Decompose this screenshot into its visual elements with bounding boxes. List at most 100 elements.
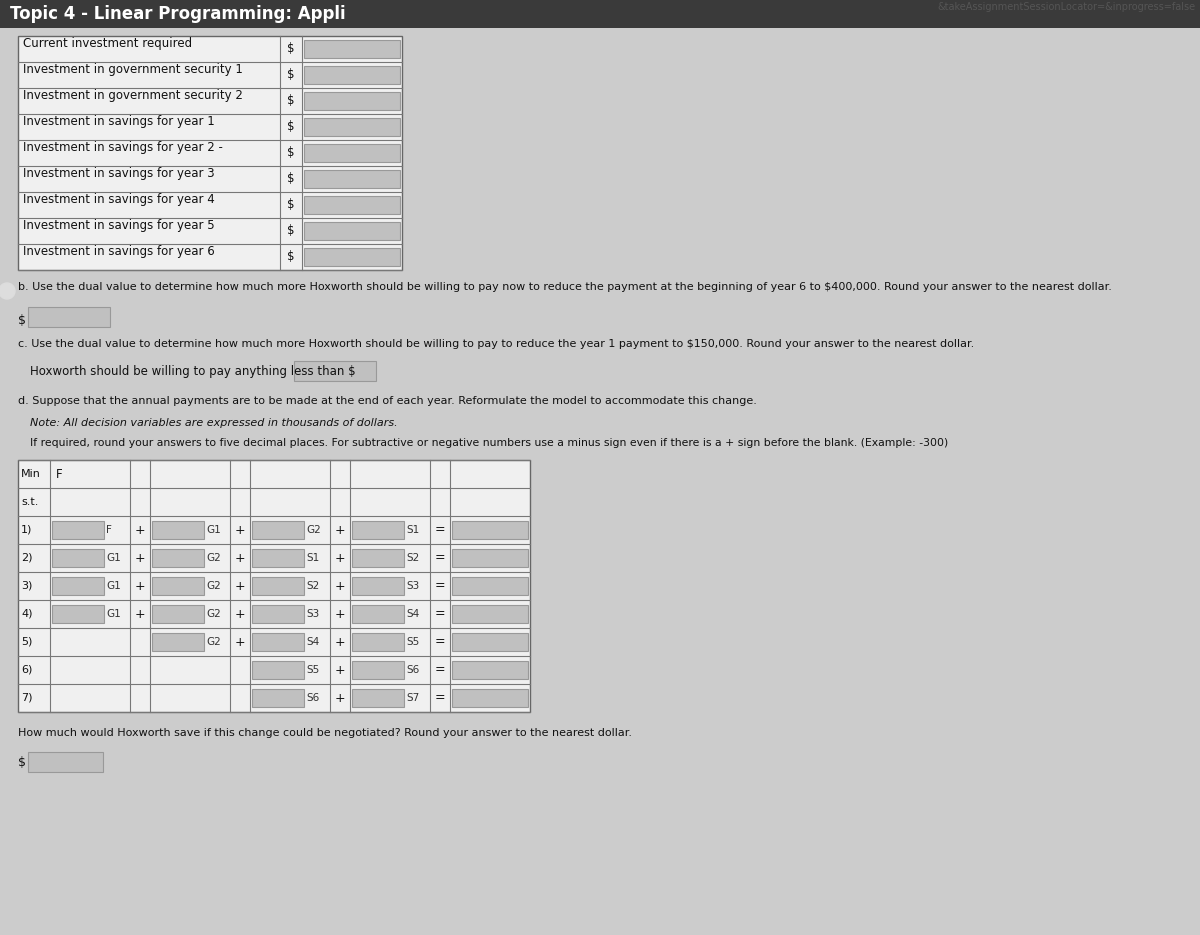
Text: Investment in savings for year 2 -: Investment in savings for year 2 -	[23, 141, 223, 154]
Text: Current investment required: Current investment required	[23, 37, 192, 50]
Bar	[0, 0, 1200, 28]
Text: =: =	[434, 636, 445, 649]
Text: G1: G1	[106, 581, 121, 591]
Circle shape	[0, 283, 14, 299]
Bar	[452, 605, 528, 623]
Bar	[152, 549, 204, 567]
Bar	[352, 633, 404, 651]
Text: S3: S3	[306, 609, 319, 619]
Bar	[252, 577, 304, 595]
Text: Investment in government security 2: Investment in government security 2	[23, 90, 242, 103]
Text: How much would Hoxworth save if this change could be negotiated? Round your answ: How much would Hoxworth save if this cha…	[18, 728, 632, 738]
Text: +: +	[235, 608, 245, 621]
Bar	[52, 577, 104, 595]
Bar	[52, 605, 104, 623]
Text: +: +	[335, 524, 346, 537]
Bar	[304, 196, 400, 214]
Bar	[252, 661, 304, 679]
Text: +: +	[134, 552, 145, 565]
Text: $: $	[287, 42, 295, 55]
Text: $: $	[287, 251, 295, 264]
Bar	[352, 521, 404, 539]
Bar	[294, 361, 376, 381]
Text: $: $	[287, 121, 295, 134]
Text: $: $	[287, 68, 295, 81]
Text: G2: G2	[206, 553, 221, 563]
Text: $: $	[18, 314, 26, 327]
Text: d. Suppose that the annual payments are to be made at the end of each year. Refo: d. Suppose that the annual payments are …	[18, 396, 757, 406]
Text: S7: S7	[406, 693, 419, 703]
Bar	[352, 689, 404, 707]
Text: S4: S4	[406, 609, 419, 619]
Text: S2: S2	[406, 553, 419, 563]
Text: S1: S1	[406, 525, 419, 535]
Text: Investment in savings for year 5: Investment in savings for year 5	[23, 220, 215, 233]
Bar	[252, 605, 304, 623]
Text: =: =	[434, 580, 445, 593]
Text: +: +	[335, 580, 346, 593]
Text: S2: S2	[306, 581, 319, 591]
Text: Investment in savings for year 1: Investment in savings for year 1	[23, 116, 215, 128]
Text: s.t.: s.t.	[22, 497, 38, 507]
Bar	[452, 661, 528, 679]
Bar	[352, 549, 404, 567]
Text: =: =	[434, 552, 445, 565]
Bar	[18, 36, 402, 270]
Text: Investment in savings for year 3: Investment in savings for year 3	[23, 167, 215, 180]
Text: S1: S1	[306, 553, 319, 563]
Text: S5: S5	[306, 665, 319, 675]
Text: $: $	[287, 94, 295, 108]
Text: 6): 6)	[22, 665, 32, 675]
Bar	[304, 248, 400, 266]
Text: 7): 7)	[22, 693, 32, 703]
Text: If required, round your answers to five decimal places. For subtractive or negat: If required, round your answers to five …	[30, 438, 948, 448]
Text: S3: S3	[406, 581, 419, 591]
Bar	[52, 521, 104, 539]
Bar	[352, 577, 404, 595]
Bar	[152, 521, 204, 539]
Text: $: $	[287, 172, 295, 185]
Bar	[28, 307, 110, 327]
Bar	[52, 549, 104, 567]
Text: G1: G1	[106, 609, 121, 619]
Bar	[252, 521, 304, 539]
Text: F: F	[106, 525, 112, 535]
Bar	[304, 118, 400, 136]
Bar	[152, 633, 204, 651]
Text: S6: S6	[406, 665, 419, 675]
Bar	[18, 460, 530, 712]
Text: $: $	[18, 756, 26, 770]
Text: Investment in savings for year 4: Investment in savings for year 4	[23, 194, 215, 207]
Bar	[152, 605, 204, 623]
Text: S5: S5	[406, 637, 419, 647]
Text: &takeAssignmentSessionLocator=&inprogress=false: &takeAssignmentSessionLocator=&inprogres…	[937, 2, 1195, 12]
Text: +: +	[235, 580, 245, 593]
Text: b. Use the dual value to determine how much more Hoxworth should be willing to p: b. Use the dual value to determine how m…	[18, 282, 1112, 292]
Text: Min: Min	[22, 469, 41, 479]
Bar	[452, 689, 528, 707]
Bar	[304, 222, 400, 240]
Text: G2: G2	[306, 525, 320, 535]
Text: +: +	[335, 552, 346, 565]
Bar	[452, 521, 528, 539]
Bar	[304, 66, 400, 84]
Text: 2): 2)	[22, 553, 32, 563]
Text: G1: G1	[206, 525, 221, 535]
Text: Hoxworth should be willing to pay anything less than $: Hoxworth should be willing to pay anythi…	[30, 366, 355, 379]
Text: 1): 1)	[22, 525, 32, 535]
Text: +: +	[235, 524, 245, 537]
Text: G2: G2	[206, 637, 221, 647]
Text: Topic 4 - Linear Programming: Appli: Topic 4 - Linear Programming: Appli	[10, 5, 346, 23]
Text: $: $	[287, 224, 295, 237]
Text: S4: S4	[306, 637, 319, 647]
Bar	[352, 605, 404, 623]
Text: G2: G2	[206, 581, 221, 591]
Text: 5): 5)	[22, 637, 32, 647]
Text: =: =	[434, 608, 445, 621]
Bar	[304, 40, 400, 58]
Text: $: $	[287, 198, 295, 211]
Text: 4): 4)	[22, 609, 32, 619]
Text: +: +	[335, 636, 346, 649]
Bar	[452, 577, 528, 595]
Text: 3): 3)	[22, 581, 32, 591]
